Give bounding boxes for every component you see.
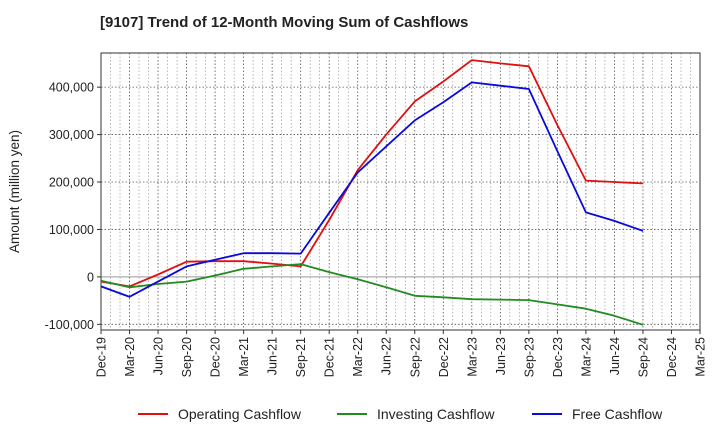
series-line-operating-cashflow xyxy=(100,59,644,288)
x-tick-label: Jun-21 xyxy=(266,337,280,375)
y-tick-label: 400,000 xyxy=(49,81,94,95)
x-tick-label: Dec-22 xyxy=(437,337,451,377)
x-tick-label: Jun-22 xyxy=(380,337,394,375)
y-tick-label: 300,000 xyxy=(49,128,94,142)
series-line-investing-cashflow xyxy=(100,263,644,326)
x-tick-label: Mar-22 xyxy=(351,337,365,377)
y-axis-label: Amount (million yen) xyxy=(7,130,22,253)
y-tick-label: 0 xyxy=(87,270,94,284)
plot-border xyxy=(100,52,701,331)
legend-label: Operating Cashflow xyxy=(178,406,302,422)
x-tick-label: Dec-24 xyxy=(665,337,679,377)
x-tick-label: Sep-23 xyxy=(522,337,536,377)
y-tick-label: 200,000 xyxy=(49,176,94,190)
x-tick-label: Sep-20 xyxy=(180,337,194,377)
plot-area xyxy=(101,53,700,330)
x-tick-label: Jun-20 xyxy=(152,337,166,375)
y-tick-label: 100,000 xyxy=(49,223,94,237)
x-tick-label: Dec-21 xyxy=(323,337,337,377)
x-tick-label: Mar-20 xyxy=(123,337,137,377)
legend-label: Investing Cashflow xyxy=(377,406,495,422)
x-tick-label: Mar-23 xyxy=(465,337,479,377)
x-tick-label: Mar-21 xyxy=(237,337,251,377)
x-tick-label: Mar-25 xyxy=(694,337,708,377)
legend-label: Free Cashflow xyxy=(572,406,663,422)
x-tick-label: Dec-19 xyxy=(95,337,109,377)
x-tick-label: Sep-24 xyxy=(636,337,650,377)
series-line-free-cashflow xyxy=(100,81,644,298)
x-tick-label: Jun-23 xyxy=(494,337,508,375)
x-tick-label: Mar-24 xyxy=(579,337,593,377)
x-tick-label: Sep-22 xyxy=(408,337,422,377)
x-tick-label: Sep-21 xyxy=(294,337,308,377)
y-tick-label: -100,000 xyxy=(45,318,94,332)
x-tick-label: Dec-23 xyxy=(551,337,565,377)
x-tick-label: Jun-24 xyxy=(608,337,622,375)
chart-title: [9107] Trend of 12-Month Moving Sum of C… xyxy=(100,14,469,31)
x-tick-label: Dec-20 xyxy=(209,337,223,377)
